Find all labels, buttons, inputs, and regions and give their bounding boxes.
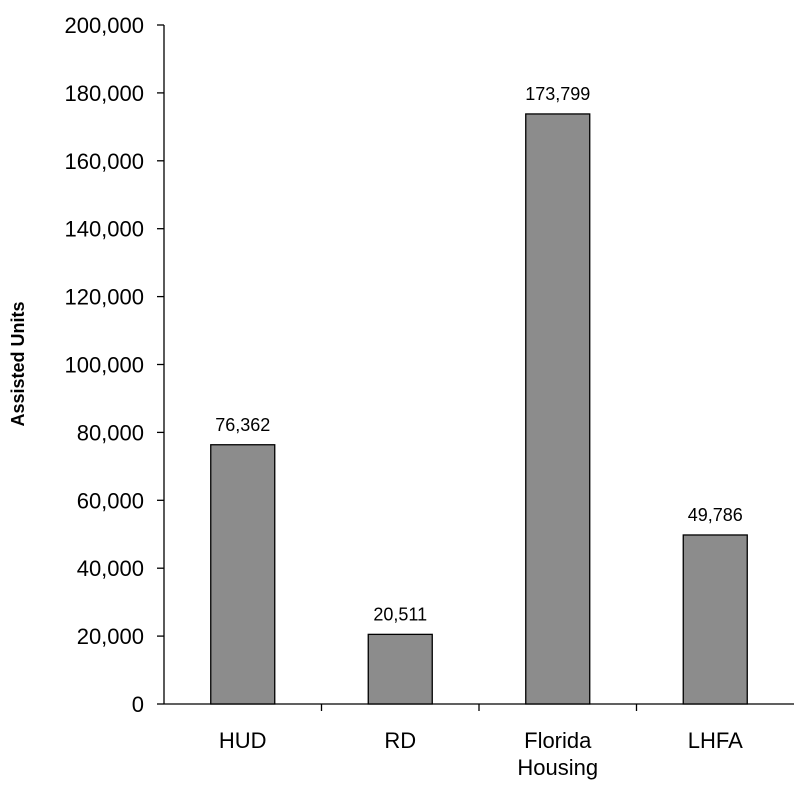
y-tick-label: 60,000 bbox=[77, 488, 144, 513]
bars bbox=[210, 113, 748, 705]
data-label: 20,511 bbox=[373, 604, 427, 624]
data-labels: 76,362 20,511 173,799 49,786 bbox=[215, 84, 743, 624]
category-label: RD bbox=[384, 728, 416, 753]
bar-hud bbox=[210, 444, 276, 705]
category-label: HUD bbox=[219, 728, 267, 753]
y-tick-label: 40,000 bbox=[77, 556, 144, 581]
y-tick-label: 160,000 bbox=[64, 149, 144, 174]
y-tick-label: 120,000 bbox=[64, 285, 144, 310]
y-tick-label: 200,000 bbox=[64, 13, 144, 38]
y-tick-label: 20,000 bbox=[77, 624, 144, 649]
data-label: 49,786 bbox=[688, 505, 743, 525]
bar-rd bbox=[367, 633, 433, 705]
bar-florida-housing bbox=[525, 113, 591, 705]
y-tick-label: 80,000 bbox=[77, 420, 144, 445]
y-tick-label: 140,000 bbox=[64, 217, 144, 242]
y-tick-label: 180,000 bbox=[64, 81, 144, 106]
category-label: LHFA bbox=[688, 728, 743, 753]
y-axis-label: Assisted Units bbox=[8, 301, 28, 426]
category-labels: HUD RD Florida Housing LHFA bbox=[219, 728, 743, 780]
category-label: Florida Housing bbox=[517, 728, 598, 780]
bar-lhfa bbox=[682, 534, 748, 705]
y-tick-label: 0 bbox=[132, 692, 144, 717]
data-label: 76,362 bbox=[215, 415, 270, 435]
y-axis-ticks: 0 20,000 40,000 60,000 80,000 100,000 120,000 1… bbox=[64, 13, 164, 717]
y-tick-label: 100,000 bbox=[64, 353, 144, 378]
data-label: 173,799 bbox=[525, 84, 590, 104]
